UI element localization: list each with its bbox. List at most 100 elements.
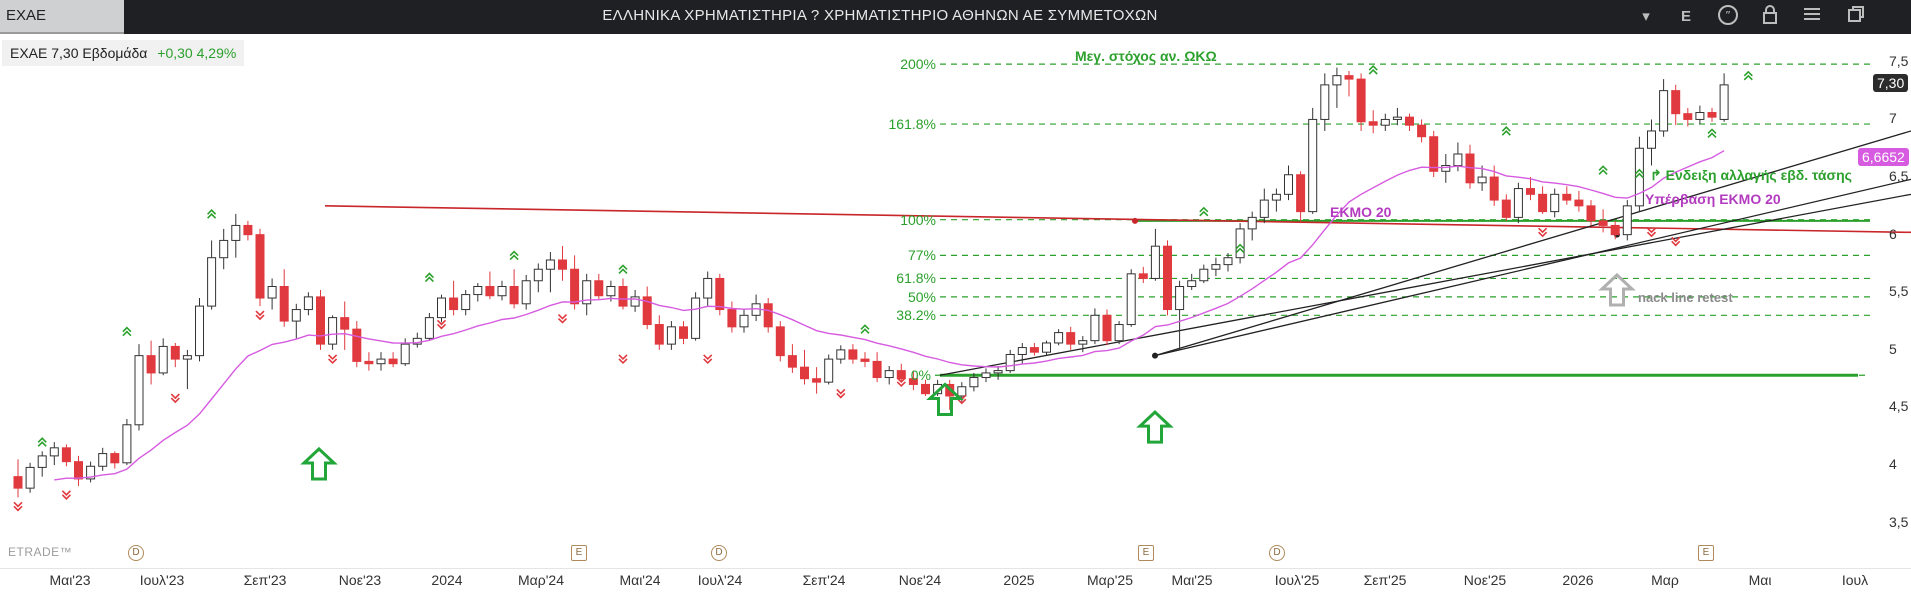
candle-body: [521, 280, 531, 305]
x-tick-label: Νοε'25: [1463, 572, 1507, 588]
candle-body: [1574, 199, 1584, 207]
event-marker-d: D: [128, 545, 144, 561]
candle-body: [243, 224, 253, 236]
x-tick-label: Σεπ'25: [1363, 572, 1407, 588]
buy-signal-marker: [1501, 126, 1511, 136]
candle-body: [388, 358, 398, 365]
candle-body: [328, 317, 338, 345]
candle-body: [195, 305, 204, 357]
candle-body: [424, 317, 434, 339]
candle-body: [449, 297, 459, 311]
candle-body: [1029, 347, 1039, 353]
sell-signal-marker: [1538, 227, 1548, 238]
y-tick-label: 4,5: [1889, 398, 1909, 415]
lock-icon[interactable]: [1756, 4, 1784, 30]
trend-change-annotation: ↱ Ενδειξη αλλαγής εβδ. τάσης: [1650, 166, 1852, 183]
candle-body: [1078, 340, 1088, 345]
candle-body: [1695, 112, 1705, 120]
candle-body: [1247, 216, 1257, 230]
candle-body: [1405, 116, 1414, 126]
candle-body: [437, 297, 446, 319]
restore-icon[interactable]: [1842, 4, 1870, 30]
candle-body: [364, 360, 374, 365]
fib-label-2: 100%: [900, 211, 936, 228]
candle-body: [691, 297, 701, 339]
candle-body: [1017, 347, 1027, 355]
ema-break-annotation: Υπέρβαση ΕΚΜΟ 20: [1645, 190, 1781, 207]
x-tick-label: Σεπ'24: [802, 572, 846, 588]
candle-body: [1489, 176, 1499, 201]
candle-body: [1550, 193, 1560, 213]
candle-body: [1284, 174, 1293, 195]
candle-body: [824, 358, 834, 383]
x-tick-label: Νοε'24: [898, 572, 942, 588]
candle-body: [1308, 118, 1318, 213]
candle-body: [182, 355, 192, 360]
window-title: ΕΛΛΗΝΙΚΑ ΧΡΗΜΑΤΙΣΤΗΡΙΑ ? ΧΡΗΜΑΤΙΣΤΗΡΙΟ Α…: [602, 7, 1158, 24]
fib-label-4: 61.8%: [896, 270, 936, 287]
sell-signal-marker: [1671, 236, 1681, 247]
x-tick-label: Νοε'23: [338, 572, 382, 588]
candle-body: [836, 349, 846, 360]
x-tick-label: Σεπ'23: [243, 572, 287, 588]
retest-annotation: nack line retest: [1638, 290, 1733, 306]
candle-body: [340, 317, 350, 330]
candle-body: [1513, 188, 1523, 218]
pivot-dot-2: [1132, 217, 1138, 224]
candle-body: [122, 424, 132, 464]
candle-body: [1610, 224, 1620, 236]
sell-signal-marker: [896, 377, 906, 388]
fib-label-3: 77%: [907, 247, 936, 264]
resistance-line: [324, 205, 1911, 234]
candle-body: [303, 296, 313, 311]
candle-body: [1271, 193, 1281, 201]
candle-body: [908, 378, 918, 385]
candle-body: [1562, 193, 1572, 201]
buy-signal-marker: [122, 326, 132, 337]
etrade-watermark: ETRADE™: [8, 545, 73, 559]
buy-arrow-2023: [300, 446, 338, 481]
candle-body: [679, 326, 688, 339]
buy-signal-marker: [1235, 243, 1245, 254]
candle-body: [49, 447, 59, 457]
x-tick-label: 2024: [431, 572, 463, 588]
candle-body: [1501, 199, 1511, 218]
ema20-line: [54, 150, 1725, 481]
sell-signal-marker: [557, 313, 568, 324]
candle-body: [739, 314, 749, 328]
buy-signal-marker: [509, 250, 519, 261]
x-tick-label: Μαι: [1748, 572, 1772, 588]
symbol-tab[interactable]: EXAE: [0, 0, 124, 34]
y-tick-label: 6: [1889, 225, 1897, 242]
trendline-2: [1154, 178, 1911, 357]
candle-body: [497, 286, 507, 297]
candle-body: [291, 309, 301, 322]
candle-body: [400, 343, 410, 365]
buy-signal-marker: [37, 437, 47, 447]
e-button[interactable]: E: [1680, 8, 1691, 25]
ema-annotation: EKMO 20: [1330, 203, 1392, 220]
candle-body: [219, 239, 229, 259]
candle-body: [1429, 136, 1439, 172]
sell-signal-marker: [328, 354, 338, 365]
candle-body: [461, 294, 471, 311]
candle-body: [1526, 188, 1535, 195]
trendline-3: [1154, 130, 1911, 357]
trendline-1: [939, 193, 1911, 376]
chat-icon[interactable]: ”: [1714, 4, 1742, 30]
menu-icon[interactable]: [1798, 4, 1826, 30]
event-marker-d: D: [711, 545, 727, 561]
x-tick-label: Μαρ'24: [518, 572, 564, 588]
y-tick-label: 5,5: [1889, 283, 1909, 300]
candle-body: [642, 296, 652, 326]
price-chart[interactable]: [0, 34, 1911, 568]
buy-arrow-2025: [1136, 410, 1174, 444]
candle-body: [1392, 116, 1402, 120]
candle-body: [255, 234, 265, 299]
symbol-tab-label: EXAE: [6, 7, 47, 24]
buy-signal-marker: [1368, 64, 1378, 75]
candle-body: [1223, 257, 1233, 266]
sell-signal-marker: [836, 388, 846, 399]
chevron-down-icon[interactable]: ▾: [1642, 8, 1650, 25]
y-tick-label: 6,5: [1889, 168, 1909, 185]
